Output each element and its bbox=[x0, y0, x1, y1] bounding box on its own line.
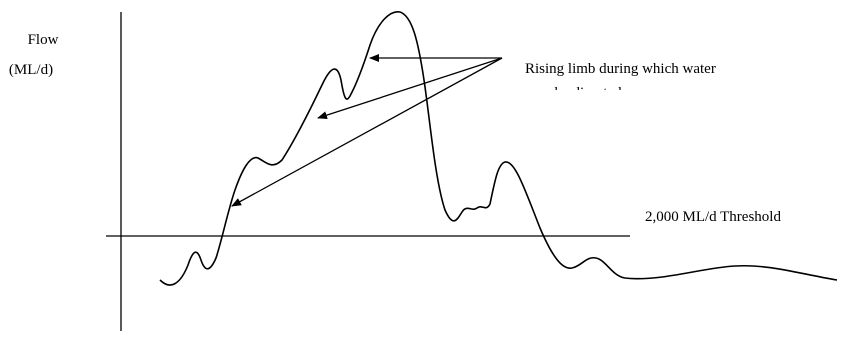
y-axis-label-line2: (ML/d) bbox=[9, 62, 53, 78]
hydrograph-curve bbox=[159, 11, 838, 286]
annotation-line1: Rising limb during which water bbox=[525, 61, 716, 77]
y-axis-label-line1: Flow bbox=[28, 32, 59, 48]
annotation-line2: may be diverted bbox=[525, 85, 622, 101]
threshold-label: 2,000 ML/d Threshold bbox=[645, 209, 781, 225]
annotation-arrow-bottom bbox=[231, 57, 503, 207]
annotation-arrow-middle bbox=[317, 57, 503, 120]
annotation-text-group: Rising limb during which water may be di… bbox=[525, 61, 716, 101]
